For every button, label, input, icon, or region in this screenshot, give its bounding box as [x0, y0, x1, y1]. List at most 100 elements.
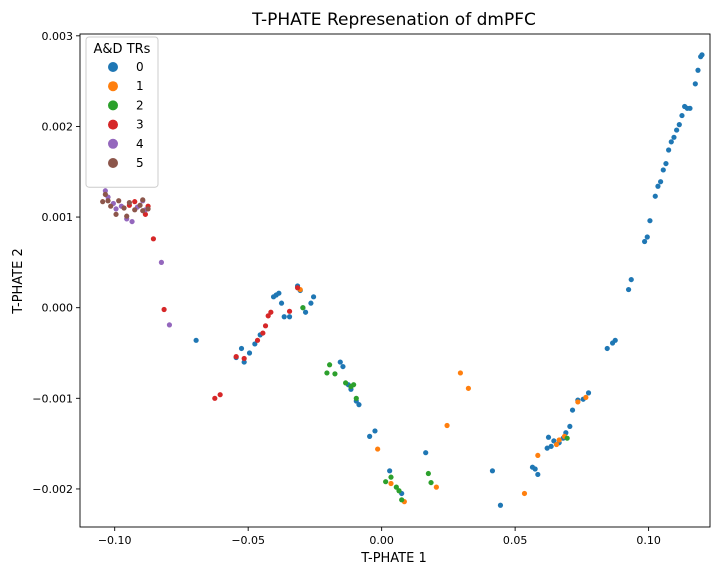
data-point	[102, 188, 108, 194]
x-tick-label: −0.05	[231, 534, 265, 547]
data-point	[238, 345, 245, 352]
x-axis-ticks: −0.10 −0.05 0.00 0.05 0.10	[98, 527, 661, 547]
data-point	[260, 330, 266, 336]
data-point	[132, 207, 138, 213]
data-point	[425, 470, 431, 477]
data-point	[310, 294, 317, 300]
y-tick-label: 0.001	[42, 211, 74, 224]
data-point	[281, 314, 287, 320]
series-2	[300, 305, 570, 503]
data-point	[652, 193, 658, 199]
data-point	[121, 205, 127, 211]
data-point	[551, 438, 557, 444]
data-point	[545, 434, 552, 440]
data-point	[340, 363, 346, 370]
data-point	[564, 435, 570, 441]
data-point	[142, 211, 149, 217]
data-point	[497, 502, 504, 508]
data-point	[396, 488, 402, 494]
data-point	[265, 313, 271, 319]
data-point	[399, 497, 405, 503]
data-point	[548, 443, 554, 449]
data-point	[286, 308, 293, 314]
data-point	[113, 211, 119, 217]
data-point	[145, 206, 151, 212]
data-point	[663, 160, 669, 167]
data-point	[628, 276, 634, 283]
data-point	[126, 199, 132, 206]
legend-box	[85, 36, 159, 188]
data-point	[625, 286, 632, 293]
data-point	[132, 199, 138, 205]
data-point	[660, 167, 666, 173]
data-point	[687, 105, 693, 111]
data-point	[158, 259, 165, 265]
data-point	[583, 394, 589, 401]
data-point	[300, 305, 306, 311]
data-point	[356, 402, 362, 408]
data-point	[137, 202, 143, 208]
data-point	[268, 309, 274, 315]
data-point	[241, 355, 247, 362]
series-4	[102, 188, 173, 328]
data-point	[193, 337, 199, 343]
data-point	[233, 354, 239, 360]
data-point	[444, 422, 450, 429]
data-point	[241, 359, 247, 365]
data-point	[326, 362, 333, 368]
data-point	[585, 390, 592, 396]
data-point	[553, 441, 560, 448]
data-point	[676, 122, 682, 128]
data-point	[612, 337, 618, 343]
data-point	[343, 380, 349, 386]
data-point	[388, 474, 394, 480]
legend-label: 2	[136, 98, 144, 112]
data-point	[212, 395, 218, 401]
data-point	[604, 345, 610, 352]
y-tick-label: 0.003	[42, 30, 74, 43]
data-point	[302, 309, 309, 315]
data-point	[161, 306, 167, 313]
data-point	[699, 52, 705, 58]
data-point	[641, 238, 648, 245]
data-point	[308, 300, 314, 306]
data-point	[388, 480, 394, 487]
data-point	[294, 285, 301, 291]
data-point	[575, 399, 581, 405]
data-point	[535, 452, 541, 459]
data-point	[457, 370, 464, 376]
data-point	[337, 359, 343, 365]
data-point	[372, 428, 378, 434]
data-point	[166, 322, 173, 328]
x-tick-label: 0.10	[636, 534, 661, 547]
data-point	[116, 198, 122, 204]
legend-marker	[108, 158, 118, 168]
y-axis-label: T-PHATE 2	[11, 248, 26, 315]
data-point	[647, 218, 653, 224]
x-tick-label: 0.05	[503, 534, 528, 547]
data-point	[393, 484, 399, 490]
data-point	[423, 450, 429, 456]
data-point	[489, 468, 496, 474]
data-point	[129, 218, 135, 225]
data-point	[113, 206, 119, 212]
data-point	[428, 479, 434, 486]
data-point	[658, 179, 664, 185]
data-point	[375, 446, 381, 452]
x-axis-label: T-PHATE 1	[360, 551, 427, 566]
x-tick-label: 0.00	[369, 534, 394, 547]
plot-area	[79, 33, 711, 528]
data-point	[124, 213, 130, 219]
data-point	[544, 445, 550, 451]
legend-label: 5	[136, 156, 144, 170]
data-point	[105, 198, 111, 204]
data-point	[367, 433, 373, 439]
legend-marker	[108, 62, 118, 72]
data-point	[521, 490, 528, 497]
data-point	[262, 323, 269, 329]
data-point	[286, 314, 293, 320]
y-tick-label: −0.002	[32, 483, 73, 496]
data-point	[569, 407, 576, 413]
data-point	[276, 290, 282, 296]
